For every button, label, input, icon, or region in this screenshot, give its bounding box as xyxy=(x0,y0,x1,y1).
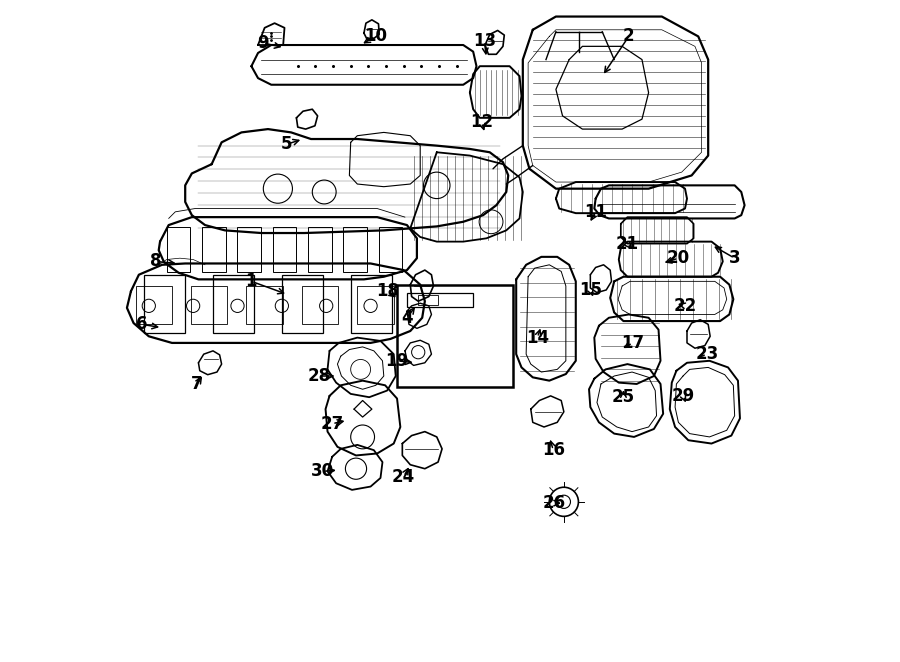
Text: 5: 5 xyxy=(281,135,292,154)
Text: 9: 9 xyxy=(257,34,269,52)
Text: 16: 16 xyxy=(542,441,565,459)
Bar xyxy=(379,227,402,272)
Text: 7: 7 xyxy=(192,375,202,393)
Text: 18: 18 xyxy=(376,282,400,301)
Text: 2: 2 xyxy=(623,27,634,46)
Text: 14: 14 xyxy=(526,328,549,347)
Text: 13: 13 xyxy=(472,32,496,50)
Bar xyxy=(407,293,473,307)
Text: 26: 26 xyxy=(543,494,566,512)
Bar xyxy=(357,286,393,324)
Bar xyxy=(351,275,392,333)
Bar xyxy=(397,285,513,387)
Text: 8: 8 xyxy=(149,252,161,271)
Bar xyxy=(213,275,254,333)
Text: 30: 30 xyxy=(311,462,335,481)
Bar xyxy=(166,227,191,272)
Bar xyxy=(136,286,172,324)
Text: 4: 4 xyxy=(401,308,413,327)
Bar xyxy=(343,227,367,272)
Bar xyxy=(202,227,226,272)
Bar xyxy=(273,227,296,272)
Text: 29: 29 xyxy=(671,387,695,405)
Text: 15: 15 xyxy=(579,281,602,299)
Text: 28: 28 xyxy=(308,367,330,385)
Bar xyxy=(191,286,228,324)
Text: 21: 21 xyxy=(616,234,639,253)
Bar xyxy=(144,275,185,333)
Bar xyxy=(302,286,338,324)
Text: 3: 3 xyxy=(729,249,741,267)
Text: 22: 22 xyxy=(673,297,697,315)
Text: 12: 12 xyxy=(470,113,493,132)
Text: 6: 6 xyxy=(137,315,148,334)
Bar xyxy=(238,227,261,272)
Bar xyxy=(308,227,332,272)
Text: 27: 27 xyxy=(320,414,344,433)
Text: 24: 24 xyxy=(392,467,415,486)
Text: 1: 1 xyxy=(246,272,257,291)
Text: 11: 11 xyxy=(584,203,608,221)
Text: 23: 23 xyxy=(695,345,718,363)
Bar xyxy=(282,275,323,333)
Text: 20: 20 xyxy=(667,249,690,267)
Bar xyxy=(418,295,438,305)
Bar xyxy=(247,286,283,324)
Text: 17: 17 xyxy=(621,334,644,352)
Text: 25: 25 xyxy=(612,388,635,406)
Text: 10: 10 xyxy=(364,27,387,46)
Text: 19: 19 xyxy=(385,352,409,370)
